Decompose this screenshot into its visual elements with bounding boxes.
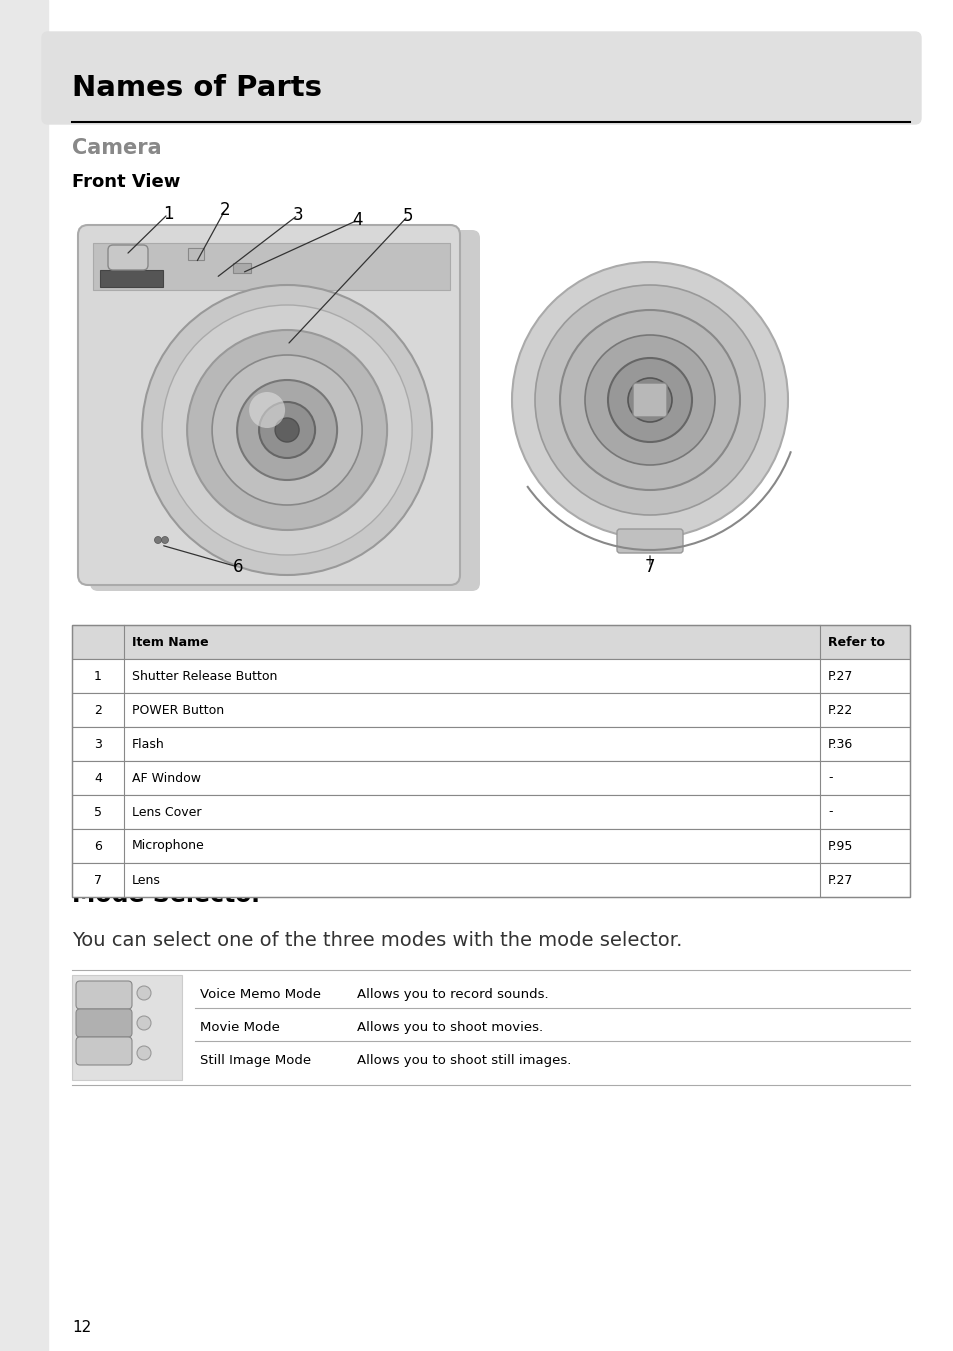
Text: 3: 3 xyxy=(293,205,303,224)
FancyBboxPatch shape xyxy=(78,226,459,585)
Circle shape xyxy=(559,309,740,490)
Bar xyxy=(71,626,909,897)
Bar xyxy=(92,243,450,290)
Text: 6: 6 xyxy=(233,558,243,576)
FancyBboxPatch shape xyxy=(76,981,132,1009)
Text: 1: 1 xyxy=(163,205,173,223)
Circle shape xyxy=(187,330,387,530)
Text: 12: 12 xyxy=(71,1320,91,1336)
Text: AF Window: AF Window xyxy=(132,771,201,785)
FancyBboxPatch shape xyxy=(76,1009,132,1038)
Bar xyxy=(100,270,163,286)
Text: 4: 4 xyxy=(353,211,363,230)
Circle shape xyxy=(259,403,314,458)
Text: P.95: P.95 xyxy=(827,839,853,852)
Text: Mode Selector: Mode Selector xyxy=(71,884,263,907)
Circle shape xyxy=(237,380,336,480)
Text: 6: 6 xyxy=(94,839,102,852)
Bar xyxy=(71,659,909,693)
FancyBboxPatch shape xyxy=(76,1038,132,1065)
Bar xyxy=(71,727,909,761)
Text: Allows you to record sounds.: Allows you to record sounds. xyxy=(356,988,548,1001)
Text: Names of Parts: Names of Parts xyxy=(71,74,322,101)
Text: Camera: Camera xyxy=(71,138,161,158)
Bar xyxy=(71,975,182,1079)
Text: POWER Button: POWER Button xyxy=(132,704,224,716)
Bar xyxy=(71,863,909,897)
Circle shape xyxy=(154,536,161,543)
Text: You can select one of the three modes with the mode selector.: You can select one of the three modes wi… xyxy=(71,931,681,950)
Text: 7: 7 xyxy=(94,874,102,886)
FancyBboxPatch shape xyxy=(108,245,148,270)
Circle shape xyxy=(607,358,691,442)
Circle shape xyxy=(161,536,169,543)
Text: P.36: P.36 xyxy=(827,738,852,751)
Text: Allows you to shoot still images.: Allows you to shoot still images. xyxy=(356,1054,571,1067)
FancyBboxPatch shape xyxy=(617,530,682,553)
Text: -: - xyxy=(827,805,832,819)
Circle shape xyxy=(274,417,299,442)
Text: 2: 2 xyxy=(219,201,230,219)
Circle shape xyxy=(137,1046,151,1061)
Circle shape xyxy=(137,1016,151,1029)
Text: P.22: P.22 xyxy=(827,704,852,716)
Circle shape xyxy=(142,285,432,576)
Text: 5: 5 xyxy=(94,805,102,819)
Bar xyxy=(188,249,204,259)
Text: 4: 4 xyxy=(94,771,102,785)
Text: Flash: Flash xyxy=(132,738,165,751)
Text: Voice Memo Mode: Voice Memo Mode xyxy=(200,988,320,1001)
Text: Lens Cover: Lens Cover xyxy=(132,805,201,819)
Text: Movie Mode: Movie Mode xyxy=(200,1021,279,1034)
Circle shape xyxy=(162,305,412,555)
Text: Allows you to shoot movies.: Allows you to shoot movies. xyxy=(356,1021,542,1034)
Circle shape xyxy=(535,285,764,515)
FancyBboxPatch shape xyxy=(42,32,920,124)
Text: Shutter Release Button: Shutter Release Button xyxy=(132,670,277,682)
Text: 3: 3 xyxy=(94,738,102,751)
Bar xyxy=(71,761,909,794)
Text: 7: 7 xyxy=(644,558,655,576)
Text: Lens: Lens xyxy=(132,874,161,886)
Circle shape xyxy=(627,378,671,422)
Text: 5: 5 xyxy=(402,207,413,226)
Circle shape xyxy=(249,392,285,428)
Bar xyxy=(71,693,909,727)
Bar xyxy=(71,830,909,863)
Text: Item Name: Item Name xyxy=(132,635,209,648)
FancyBboxPatch shape xyxy=(633,382,666,417)
Text: 1: 1 xyxy=(94,670,102,682)
Circle shape xyxy=(137,986,151,1000)
Text: P.27: P.27 xyxy=(827,874,853,886)
FancyBboxPatch shape xyxy=(90,230,479,590)
Text: Microphone: Microphone xyxy=(132,839,205,852)
Text: Refer to: Refer to xyxy=(827,635,884,648)
Circle shape xyxy=(212,355,362,505)
Circle shape xyxy=(584,335,714,465)
Bar xyxy=(71,794,909,830)
Circle shape xyxy=(639,390,659,409)
Circle shape xyxy=(512,262,787,538)
Bar xyxy=(71,626,909,659)
Bar xyxy=(233,263,251,273)
Bar xyxy=(0,0,48,1351)
Text: 2: 2 xyxy=(94,704,102,716)
Text: Front View: Front View xyxy=(71,173,180,190)
Text: -: - xyxy=(827,771,832,785)
Text: Still Image Mode: Still Image Mode xyxy=(200,1054,311,1067)
Text: P.27: P.27 xyxy=(827,670,853,682)
